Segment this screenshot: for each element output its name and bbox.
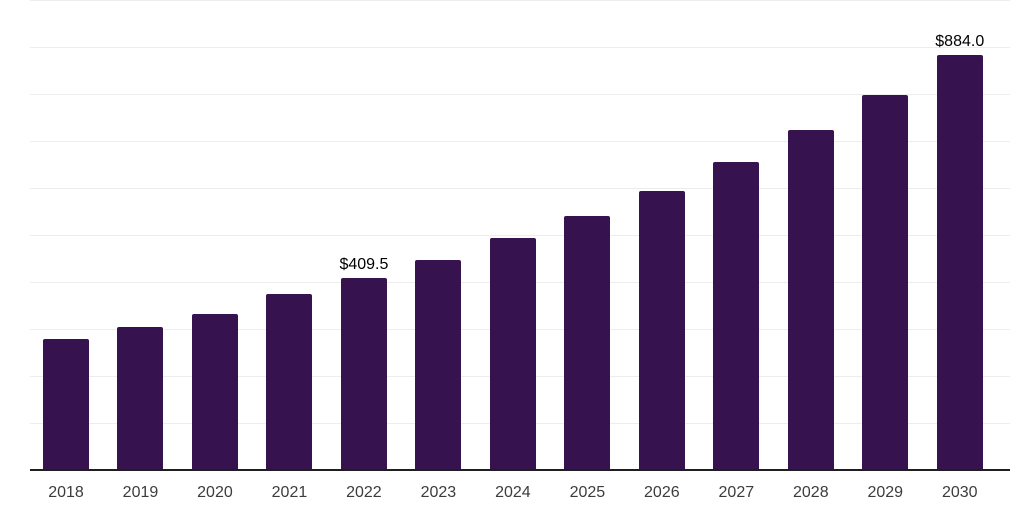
bar-2018	[43, 338, 89, 470]
gridline-700	[30, 141, 1010, 142]
bar-2025	[564, 216, 611, 470]
bar-2022	[340, 277, 387, 470]
x-tick-label-2029: 2029	[867, 484, 904, 501]
bar-value-label-2022: $409.5	[339, 255, 389, 273]
bar-value-label-2030: $884.0	[935, 32, 985, 50]
x-tick-label-2022: 2022	[346, 484, 382, 501]
plot-area: 2018 2019 2020 2021 2022 2023 2024 2025 2026 2027…	[30, 0, 1010, 501]
x-tick-label-2024: 2024	[495, 484, 531, 501]
x-tick-label-2020: 2020	[197, 484, 233, 501]
bar-2021	[266, 293, 313, 470]
x-tick-label-2027: 2027	[718, 484, 755, 501]
x-tick-label-2018: 2018	[48, 484, 84, 501]
bar-2026	[638, 191, 685, 470]
gridline-1000	[30, 0, 1010, 1]
gridline-600	[30, 188, 1010, 189]
x-tick-label-2028: 2028	[793, 484, 829, 501]
gridline-800	[30, 94, 1010, 95]
bar-2028	[787, 130, 834, 470]
bar-2027	[713, 162, 760, 470]
bar-2020	[191, 314, 238, 470]
bar-2019	[117, 326, 164, 470]
bar-2030	[936, 54, 983, 470]
gridline-900	[30, 47, 1010, 48]
x-tick-label-2026: 2026	[644, 484, 680, 501]
x-tick-label-2030: 2030	[941, 484, 978, 501]
bar-2024	[489, 238, 536, 470]
bar-2023	[415, 260, 462, 470]
x-axis-line	[30, 469, 1010, 471]
x-tick-label-2025: 2025	[569, 484, 606, 501]
x-tick-label-2019: 2019	[122, 484, 159, 501]
gridline-500	[30, 235, 1010, 236]
x-tick-label-2021: 2021	[271, 484, 308, 501]
bar-2029	[862, 94, 909, 470]
x-tick-label-2023: 2023	[420, 484, 457, 501]
